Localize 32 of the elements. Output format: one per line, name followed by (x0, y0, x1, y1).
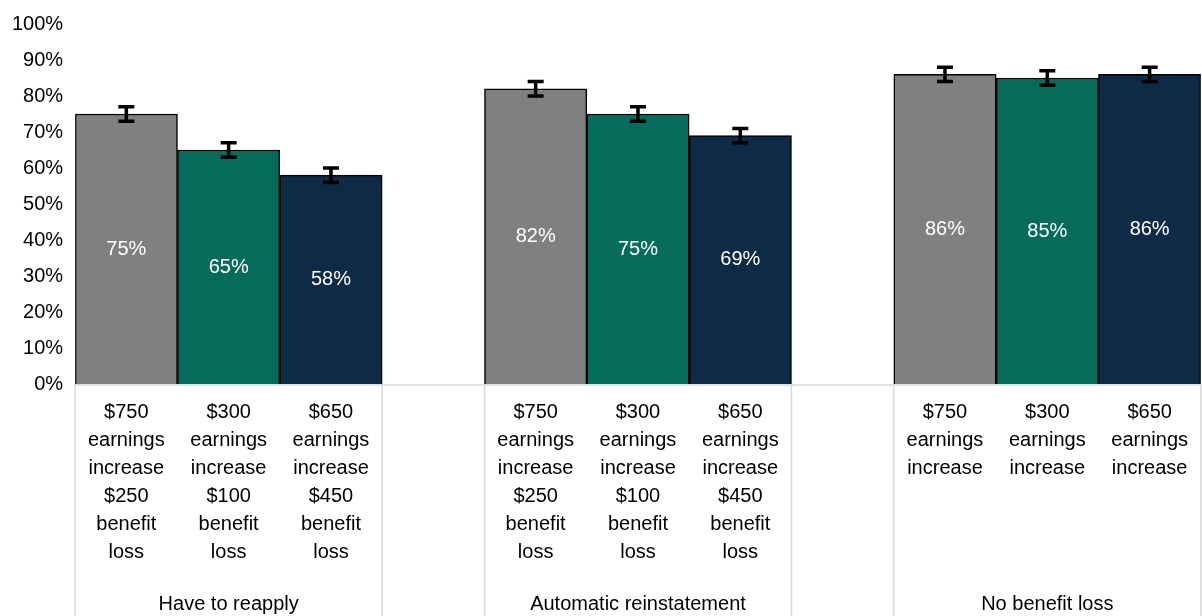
y-tick-label: 0% (34, 371, 64, 394)
x-tick-label: $750 earnings increase $250 benefit loss (87, 399, 165, 562)
x-tick-label: $300 earnings increase (1008, 399, 1086, 478)
x-tick-label: $650 earnings increase $450 benefit loss (701, 399, 779, 562)
y-tick-label: 40% (23, 227, 64, 250)
text: No benefit loss (981, 592, 1114, 614)
y-tick-label: 80% (23, 83, 64, 106)
data-label: 69% (720, 247, 761, 270)
data-label: 75% (106, 236, 147, 259)
y-tick-label: 30% (23, 263, 64, 286)
x-tick-label: $300 earnings increase $100 benefit loss (599, 399, 677, 562)
y-tick-label: 100% (12, 11, 64, 34)
x-tick-label: $300 earnings increase $100 benefit loss (190, 399, 268, 562)
text: Have to reapply (158, 592, 299, 614)
y-tick-label: 20% (23, 299, 64, 322)
x-tick-label: $750 earnings increase (906, 399, 984, 478)
x-tick-label: $650 earnings increase (1111, 399, 1188, 478)
data-label: 86% (1129, 216, 1170, 239)
y-tick-label: 70% (23, 119, 64, 142)
data-label: 58% (310, 267, 352, 290)
data-label: 65% (208, 254, 249, 277)
y-tick-label: 10% (23, 335, 64, 358)
text: Automatic reinstatement (530, 592, 747, 614)
data-label: 85% (1027, 218, 1068, 241)
data-label: 86% (924, 216, 966, 239)
y-tick-label: 50% (23, 191, 64, 214)
data-label: 75% (617, 236, 659, 259)
data-label: 82% (515, 223, 556, 246)
y-tick-label: 60% (23, 155, 64, 178)
x-tick-label: $750 earnings increase $250 benefit loss (497, 399, 575, 562)
y-tick-label: 90% (23, 47, 64, 70)
x-tick-label: $650 earnings increase $450 benefit loss (292, 399, 370, 562)
